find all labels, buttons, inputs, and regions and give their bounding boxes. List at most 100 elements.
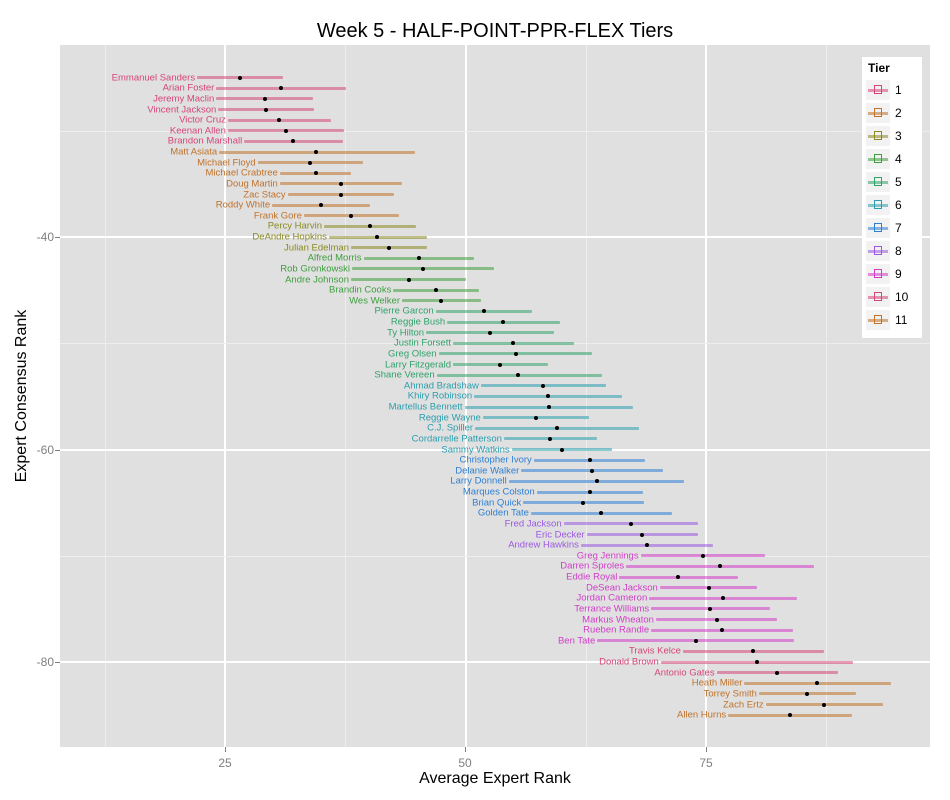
y-axis-title: Expert Consensus Rank <box>13 309 30 483</box>
gridline-major-x <box>705 45 707 747</box>
legend-key-icon <box>866 218 890 238</box>
player-label: Greg Olsen <box>387 348 437 360</box>
player-label: Brian Quick <box>472 497 522 509</box>
player-label: DeAndre Hopkins <box>252 231 327 243</box>
data-point <box>533 415 538 420</box>
data-point <box>510 341 515 346</box>
player-label: Martellus Bennett <box>388 401 463 413</box>
legend-entry: 1 <box>866 79 918 101</box>
legend-entry: 5 <box>866 171 918 193</box>
data-point <box>707 606 712 611</box>
gridline-minor-y <box>60 555 930 557</box>
data-point <box>513 351 518 356</box>
gridline-minor-x <box>345 45 347 747</box>
legend-key-icon <box>866 172 890 192</box>
player-label: Christopher Ivory <box>459 454 532 466</box>
player-label: Reggie Bush <box>390 316 446 328</box>
data-point <box>319 203 324 208</box>
player-label: Shane Vereen <box>374 369 435 381</box>
legend-entry: 10 <box>866 286 918 308</box>
data-point <box>587 458 592 463</box>
legend-key-icon <box>866 126 890 146</box>
player-label: Andre Johnson <box>285 274 350 285</box>
data-point <box>283 128 288 133</box>
gridline-major-y <box>60 448 930 451</box>
data-point <box>595 479 600 484</box>
player-label: Julian Edelman <box>284 242 350 254</box>
legend-entries: 1 2 3 4 5 6 7 8 9 10 11 <box>866 79 918 331</box>
player-label: Keenan Allen <box>169 125 226 137</box>
player-label: Torrey Smith <box>703 688 757 700</box>
data-point <box>554 426 559 431</box>
player-label: Frank Gore <box>253 210 302 222</box>
player-label: Matt Asiata <box>170 146 218 158</box>
gridline-major-y <box>60 661 930 663</box>
player-label: Golden Tate <box>477 507 529 519</box>
player-label: Michael Crabtree <box>205 167 278 179</box>
data-point <box>374 235 379 239</box>
player-label: Eddie Royal <box>566 571 618 583</box>
data-point <box>628 521 633 526</box>
y-tick-label: -80 <box>36 655 54 669</box>
player-label: Percy Harvin <box>267 220 323 232</box>
legend: Tier 1 2 3 4 5 6 7 8 9 10 11 <box>862 57 922 338</box>
y-tick-mark <box>55 450 60 451</box>
data-point <box>314 171 319 176</box>
legend-label: 9 <box>895 267 902 281</box>
legend-entry: 6 <box>866 194 918 216</box>
data-point <box>814 681 819 686</box>
legend-label: 1 <box>895 83 902 97</box>
data-point <box>822 702 827 707</box>
data-point <box>559 447 564 452</box>
player-label: DeSean Jackson <box>585 582 658 594</box>
data-point <box>589 468 594 473</box>
x-tick-mark <box>225 747 226 752</box>
player-label: Ben Tate <box>557 635 596 647</box>
data-point <box>775 670 780 675</box>
x-tick-label: 75 <box>699 756 713 770</box>
player-label: Heath Miller <box>691 677 743 689</box>
legend-key-icon <box>866 149 890 169</box>
data-point <box>676 575 681 579</box>
data-point <box>349 213 354 218</box>
player-label: Darren Sproles <box>560 560 625 572</box>
data-point <box>721 596 726 601</box>
legend-label: 8 <box>895 244 902 258</box>
gridline-minor-x <box>826 45 828 747</box>
data-point <box>694 638 699 643</box>
data-point <box>546 394 551 399</box>
y-tick-mark <box>55 662 60 663</box>
player-label: Fred Jackson <box>504 518 562 530</box>
x-tick-mark <box>465 747 466 752</box>
player-label: Rueben Randle <box>583 624 650 636</box>
player-label: Eric Decker <box>535 529 585 540</box>
player-label: Zac Stacy <box>243 189 286 200</box>
legend-key-icon <box>866 80 890 100</box>
data-point <box>599 511 604 516</box>
player-label: Marques Colston <box>462 486 535 498</box>
chart-title: Week 5 - HALF-POINT-PPR-FLEX Tiers <box>316 20 674 42</box>
player-label: Delanie Walker <box>455 465 520 477</box>
data-point <box>714 617 719 622</box>
legend-entry: 4 <box>866 148 918 170</box>
legend-entry: 8 <box>866 240 918 262</box>
legend-label: 11 <box>895 313 908 327</box>
data-point <box>701 553 706 558</box>
legend-title: Tier <box>868 61 890 75</box>
player-label: Terrance Williams <box>574 603 650 615</box>
data-point <box>263 96 268 101</box>
player-label: Roddy White <box>215 199 271 211</box>
data-point <box>433 288 438 293</box>
legend-key-icon <box>866 103 890 123</box>
gridline-major-y <box>60 236 930 238</box>
player-label: Victor Cruz <box>179 114 226 126</box>
player-label: Ty Hilton <box>387 327 425 339</box>
player-label: Allen Hurns <box>677 709 727 721</box>
player-label: Justin Forsett <box>393 337 451 349</box>
data-point <box>339 181 344 186</box>
player-label: Antonio Gates <box>654 667 715 679</box>
data-point <box>406 277 411 282</box>
legend-key-icon <box>866 287 890 307</box>
legend-label: 7 <box>895 221 902 235</box>
gridline-major-x <box>224 45 226 747</box>
